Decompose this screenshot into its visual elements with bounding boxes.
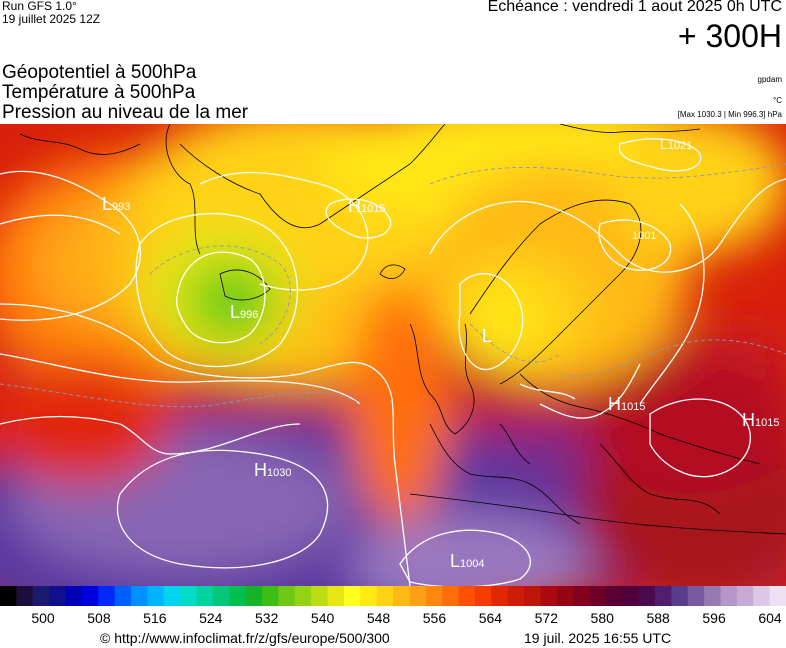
legend-swatch bbox=[605, 586, 623, 606]
geopotential-field bbox=[0, 124, 786, 586]
legend-swatch bbox=[0, 586, 17, 606]
legend-swatch bbox=[327, 586, 345, 606]
legend-swatch bbox=[753, 586, 771, 606]
generated-time: 19 juil. 2025 16:55 UTC bbox=[524, 630, 672, 646]
legend-swatch bbox=[425, 586, 443, 606]
weather-map: L993 H1015 L996 1001 L1021 H1015 H1015 H… bbox=[0, 123, 786, 588]
legend-swatch bbox=[704, 586, 722, 606]
legend-swatch bbox=[393, 586, 410, 606]
legend-swatch bbox=[540, 586, 558, 606]
unit-pressure-range: [Max 1030.3 | Min 996.3] hPa bbox=[677, 110, 782, 119]
high-pressure-1015-north: H1015 bbox=[348, 196, 386, 216]
run-label: Run GFS 1.0° bbox=[2, 0, 77, 13]
legend-swatch bbox=[16, 586, 34, 606]
source-url[interactable]: © http://www.infoclimat.fr/z/gfs/europe/… bbox=[100, 630, 390, 646]
legend-swatch bbox=[49, 586, 67, 606]
legend-swatch bbox=[524, 586, 541, 606]
legend-swatch bbox=[32, 586, 50, 606]
legend-tick: 532 bbox=[255, 610, 279, 626]
legend-swatch bbox=[147, 586, 165, 606]
low-pressure-scandinavia: L bbox=[482, 326, 493, 346]
legend-swatch bbox=[736, 586, 754, 606]
legend-swatch bbox=[671, 586, 689, 606]
legend-swatch bbox=[655, 586, 672, 606]
legend-swatch bbox=[245, 586, 263, 606]
forecast-validity: Echéance : vendredi 1 aout 2025 0h UTC bbox=[487, 0, 782, 15]
legend-swatch bbox=[278, 586, 296, 606]
low-pressure-996: L996 bbox=[230, 302, 259, 322]
legend-tick: 596 bbox=[702, 610, 726, 626]
legend-tick: 564 bbox=[478, 610, 503, 626]
low-pressure-1001: 1001 bbox=[632, 230, 657, 242]
legend-swatch bbox=[262, 586, 279, 606]
coastlines bbox=[19, 123, 786, 535]
legend-swatch bbox=[196, 586, 214, 606]
legend-swatch bbox=[343, 586, 361, 606]
legend-swatch bbox=[98, 586, 116, 606]
high-pressure-1015-east: H1015 bbox=[742, 410, 780, 430]
legend-swatch bbox=[294, 586, 312, 606]
legend-tick: 508 bbox=[87, 610, 111, 626]
legend-swatch bbox=[409, 586, 427, 606]
legend-swatch bbox=[556, 586, 574, 606]
high-pressure-1030: H1030 bbox=[254, 460, 292, 480]
isotherms bbox=[0, 163, 786, 408]
legend-swatch bbox=[442, 586, 460, 606]
legend-swatch bbox=[163, 586, 181, 606]
low-pressure-1021: L1021 bbox=[660, 136, 693, 152]
layer-temperature: Température à 500hPa bbox=[2, 82, 196, 103]
legend-swatch bbox=[458, 586, 476, 606]
legend-swatch bbox=[491, 586, 509, 606]
unit-geopotential: gpdam bbox=[757, 75, 782, 84]
legend-swatch bbox=[769, 586, 786, 606]
legend-ticks: 500 508 516 524 532 540 548 556 564 572 580 588 596 6… bbox=[0, 610, 786, 626]
isobars bbox=[0, 138, 786, 588]
legend-tick: 516 bbox=[143, 610, 167, 626]
legend-tick: 580 bbox=[590, 610, 614, 626]
legend-swatch bbox=[131, 586, 148, 606]
legend-swatch bbox=[573, 586, 591, 606]
legend-swatch bbox=[311, 586, 329, 606]
legend-tick: 548 bbox=[366, 610, 391, 626]
legend-swatch bbox=[180, 586, 198, 606]
legend-tick: 604 bbox=[758, 610, 782, 626]
high-pressure-1015-center: H1015 bbox=[608, 394, 646, 414]
layer-geopotential: Géopotentiel à 500hPa bbox=[2, 62, 197, 83]
legend-tick: 588 bbox=[646, 610, 670, 626]
legend-swatch bbox=[360, 586, 378, 606]
legend-swatch bbox=[589, 586, 607, 606]
layer-pressure: Pression au niveau de la mer bbox=[2, 102, 249, 123]
low-pressure-1004: L1004 bbox=[450, 551, 485, 571]
legend-tick: 540 bbox=[310, 610, 335, 626]
legend-swatch bbox=[720, 586, 738, 606]
legend-tick: 500 bbox=[31, 610, 55, 626]
legend-swatch bbox=[474, 586, 492, 606]
legend-swatch bbox=[638, 586, 656, 606]
legend-swatch bbox=[65, 586, 83, 606]
legend-swatch bbox=[229, 586, 247, 606]
unit-temperature: °C bbox=[773, 96, 782, 105]
legend-tick: 524 bbox=[199, 610, 223, 626]
legend-swatch bbox=[622, 586, 640, 606]
legend-swatch bbox=[376, 586, 394, 606]
low-pressure-993: L993 bbox=[102, 194, 131, 214]
legend-tick: 572 bbox=[534, 610, 558, 626]
legend-swatch bbox=[687, 586, 705, 606]
run-date: 19 juillet 2025 12Z bbox=[2, 12, 101, 26]
forecast-horizon: + 300H bbox=[677, 18, 782, 54]
legend-swatch bbox=[114, 586, 132, 606]
legend-swatch bbox=[212, 586, 230, 606]
legend-tick: 556 bbox=[422, 610, 447, 626]
legend-swatch bbox=[81, 586, 99, 606]
legend-swatch bbox=[507, 586, 525, 606]
color-scale-legend bbox=[0, 586, 786, 606]
